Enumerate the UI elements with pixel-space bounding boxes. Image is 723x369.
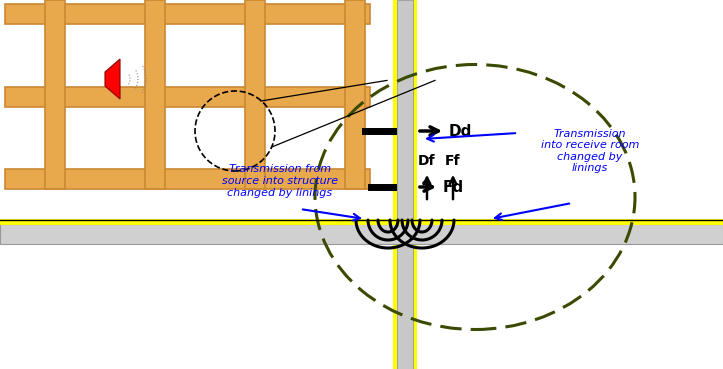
- Bar: [5, 169, 370, 189]
- Bar: [0, 224, 723, 244]
- Text: Fd: Fd: [443, 179, 464, 194]
- Polygon shape: [105, 59, 120, 99]
- Text: Transmission from
source into structure
changed by linings: Transmission from source into structure …: [222, 165, 338, 198]
- Bar: [397, 0, 413, 369]
- Text: Ff: Ff: [445, 154, 461, 168]
- Bar: [393, 0, 397, 369]
- Bar: [145, 0, 165, 189]
- Text: Dd: Dd: [449, 124, 472, 138]
- Bar: [45, 0, 65, 189]
- Bar: [5, 4, 370, 24]
- Bar: [413, 0, 417, 369]
- Bar: [245, 0, 265, 189]
- Bar: [345, 0, 365, 189]
- Bar: [5, 87, 370, 107]
- Text: Transmission
into receive room
changed by
linings: Transmission into receive room changed b…: [541, 129, 639, 173]
- Bar: [0, 220, 723, 225]
- Text: Df: Df: [418, 154, 436, 168]
